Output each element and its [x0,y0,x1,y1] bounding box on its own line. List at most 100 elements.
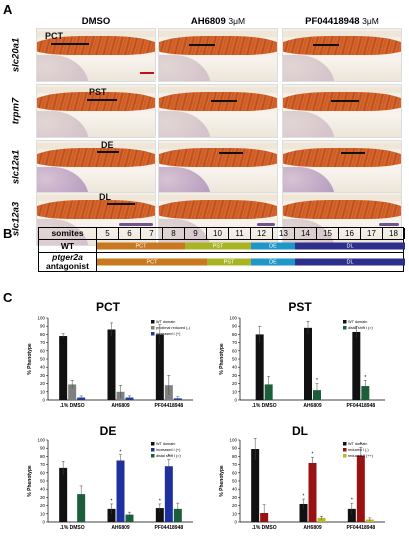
somite-number: 8 [163,228,185,239]
y-tick-label: 20 [40,381,46,386]
y-tick-label: 100 [37,438,45,443]
y-tick-label: 100 [229,316,237,321]
significance-mark: * [159,498,161,504]
somite-number: 11 [229,228,251,239]
panel-label-a: A [3,2,13,17]
segment-marker [51,43,89,45]
somite-number: 10 [207,228,229,239]
segment-label-pst: PST [89,87,107,97]
legend-label: WT domain [348,442,367,446]
legend-swatch [151,448,155,452]
x-category-label: AH6809 [303,403,322,409]
somite-number: 13 [273,228,295,239]
segment-marker [211,100,237,102]
legend-swatch [151,320,155,324]
y-tick-label: 80 [40,454,46,459]
chart-title: PCT [96,300,120,314]
legend-swatch [343,326,347,330]
segment-bar-de: DE [251,258,295,266]
embryo-image: PST [36,84,156,138]
embryo-image [282,28,402,82]
y-tick-label: 80 [232,454,238,459]
column-concentration: 3μM [228,16,246,26]
y-tick-label: 50 [232,479,238,484]
significance-mark: * [360,442,362,448]
bar [77,494,86,522]
y-axis-label: % Phenotype [27,343,33,375]
legend-label: proximal reduced (-) [156,326,191,330]
y-tick-label: 70 [232,462,238,467]
y-tick-label: 0 [42,398,45,403]
y-tick-label: 10 [40,511,46,516]
significance-mark: * [316,378,318,384]
wt-row: WT PCT PST DE DL [38,239,405,253]
bar [308,462,317,522]
chart-title: DE [99,424,117,438]
legend-label: increased I (+) [156,332,181,336]
legend-label: WT domain [156,442,175,446]
somite-number: 9 [185,228,207,239]
segment-bar-dl: DL [295,258,405,266]
legend-label: WT domain [156,320,175,324]
significance-mark: * [111,498,113,504]
antagonist-label: ptger2a antagonist [39,253,97,271]
y-tick-label: 40 [232,487,238,492]
bar [304,327,312,400]
y-tick-label: 0 [234,398,237,403]
x-category-label: PF04418948 [347,403,376,409]
segment-label-pct: PCT [45,31,63,41]
segment-marker [97,151,119,153]
y-tick-label: 20 [232,503,238,508]
x-category-label: PF04418948 [155,525,184,531]
somites-label: somites [39,228,97,239]
somite-number: 15 [317,228,339,239]
x-category-label: AH6809 [111,525,130,531]
column-header-dmso: DMSO [36,16,156,27]
legend-label: distal shift I (>) [348,326,374,330]
y-tick-label: 70 [40,462,46,467]
legend-label: increased I (+) [156,448,181,452]
bar [352,331,361,400]
y-tick-label: 10 [40,389,46,394]
bar [164,466,173,522]
somite-number: 17 [361,228,383,239]
legend-swatch [151,332,155,336]
bar [59,336,68,400]
embryo-image [158,192,278,246]
y-tick-label: 60 [232,470,238,475]
stain-signal [119,223,153,226]
y-tick-label: 0 [42,520,45,525]
segment-marker [219,152,243,154]
legend-label: WT domain [348,320,367,324]
x-category-label: PF04418948 [155,403,184,409]
y-axis-label: % Phenotype [219,465,225,497]
embryo-image: DE [36,140,156,194]
embryo-image [282,140,402,194]
panel-label-c: C [3,290,13,305]
legend-swatch [151,326,155,330]
x-category-label: .1% DMSO [60,525,85,531]
somite-number: 16 [339,228,361,239]
y-tick-label: 70 [40,340,46,345]
chart-svg: 0 10 20 30 40 50 60 70 80 90 100 % Phenotype .1% DMS… [219,316,385,409]
y-tick-label: 20 [232,381,238,386]
bar [125,514,134,522]
y-tick-label: 90 [232,324,238,329]
chart-pct: PCT 0 10 20 30 40 50 60 70 80 90 100 % Phenotype .1%… [18,300,198,420]
bar [173,508,182,522]
segment-marker [313,44,339,46]
x-category-label: AH6809 [111,403,130,409]
segment-bar-pst: PST [207,258,251,266]
x-category-label: PF04418948 [347,525,376,531]
chart-svg: 0 10 20 30 40 50 60 70 80 90 100 % Phenotype .1% DMS… [27,316,193,409]
somite-number: 12 [251,228,273,239]
legend-swatch [343,454,347,458]
bar [107,508,116,522]
segment-bar-pct: PCT [97,242,185,250]
bar [116,460,125,522]
legend-swatch [343,320,347,324]
segment-label-de: DE [101,140,114,150]
y-tick-label: 40 [232,365,238,370]
column-name: AH6809 [190,16,226,27]
y-tick-label: 30 [232,495,238,500]
